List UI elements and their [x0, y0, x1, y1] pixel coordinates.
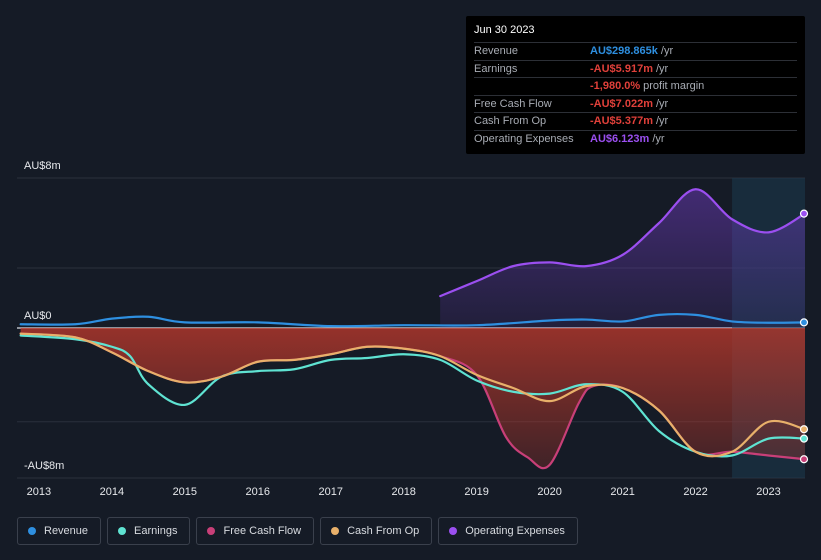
legend-label: Earnings — [134, 525, 178, 537]
tooltip-value: -AU$5.917m — [590, 62, 653, 75]
x-tick-label: 2021 — [610, 486, 634, 498]
x-tick-label: 2022 — [683, 486, 707, 498]
tooltip-unit: /yr — [652, 132, 665, 145]
x-tick-label: 2020 — [537, 486, 561, 498]
line-earnings — [19, 334, 807, 458]
tooltip-row: -1,980.0% profit margin — [474, 77, 797, 95]
tooltip-date: Jun 30 2023 — [474, 24, 535, 36]
x-tick-label: 2013 — [27, 486, 51, 498]
tooltip-unit: /yr — [655, 97, 669, 110]
end-marker-fcf — [799, 455, 809, 464]
end-marker-revenue — [799, 318, 809, 327]
legend-label: Cash From Op — [347, 525, 420, 537]
tooltip-label: Cash From Op — [474, 115, 547, 128]
line-opex — [439, 188, 807, 298]
tooltip-unit: /yr — [655, 115, 669, 128]
tooltip-value: -AU$5.377m — [590, 115, 653, 128]
legend: Revenue Earnings Free Cash Flow Cash From O… — [17, 517, 578, 545]
end-marker-cfo — [799, 425, 809, 434]
area-operating-expenses — [440, 189, 805, 328]
tooltip-row: Free Cash Flow -AU$7.022m/yr — [474, 94, 797, 113]
chart-areas — [20, 189, 806, 469]
tooltip-value: -AU$7.022m — [590, 97, 653, 110]
legend-item-opex[interactable]: Operating Expenses — [438, 517, 578, 545]
legend-item-revenue[interactable]: Revenue — [17, 517, 102, 545]
legend-item-cfo[interactable]: Cash From Op — [320, 517, 433, 545]
x-tick-label: 2016 — [246, 486, 270, 498]
line-cfo — [19, 332, 807, 458]
legend-dot-icon — [118, 527, 127, 535]
tooltip-value: AU$6.123m — [590, 132, 650, 145]
tooltip-row: Cash From Op -AU$5.377m/yr — [474, 112, 797, 130]
tooltip: Jun 30 2023 Revenue AU$298.865k/yr Earning… — [466, 16, 805, 154]
legend-dot-icon — [331, 527, 340, 535]
x-tick-label: 2017 — [318, 486, 342, 498]
y-label-bottom: -AU$8m — [24, 460, 65, 472]
legend-dot-icon — [449, 527, 458, 535]
chart: 2013 2014 2015 2016 2017 2018 2019 2020 2021 2022… — [17, 177, 809, 498]
chart-end-markers — [799, 209, 809, 464]
chart-lines — [19, 188, 807, 470]
tooltip-label: Earnings — [474, 62, 518, 75]
y-label-zero: AU$0 — [24, 310, 52, 322]
tooltip-value: AU$298.865k — [590, 45, 658, 58]
x-tick-label: 2019 — [464, 486, 488, 498]
y-label-top: AU$8m — [24, 160, 61, 172]
legend-label: Revenue — [44, 525, 89, 537]
legend-label: Free Cash Flow — [223, 525, 302, 537]
legend-item-earnings[interactable]: Earnings — [107, 517, 191, 545]
end-marker-earnings — [799, 434, 809, 443]
tooltip-value: -1,980.0% — [590, 80, 641, 93]
tooltip-label: Free Cash Flow — [474, 97, 552, 110]
tooltip-unit: /yr — [660, 45, 674, 58]
x-tick-label: 2014 — [100, 486, 124, 498]
legend-label: Operating Expenses — [465, 525, 565, 537]
legend-dot-icon — [207, 527, 216, 535]
area-free-cash-flow — [20, 328, 806, 469]
end-marker-opex — [799, 209, 809, 218]
legend-dot-icon — [28, 527, 36, 535]
tooltip-unit: profit margin — [643, 80, 705, 93]
legend-item-fcf[interactable]: Free Cash Flow — [196, 517, 315, 545]
tooltip-row: Revenue AU$298.865k/yr — [474, 42, 797, 60]
x-tick-label: 2023 — [756, 486, 780, 498]
tooltip-row: Earnings -AU$5.917m/yr — [474, 59, 797, 78]
tooltip-unit: /yr — [655, 62, 669, 75]
x-tick-label: 2015 — [173, 486, 197, 498]
tooltip-label: Operating Expenses — [474, 132, 574, 145]
line-revenue — [19, 312, 807, 328]
x-axis-ticks: 2013 2014 2015 2016 2017 2018 2019 2020 2021 2022… — [27, 486, 781, 498]
tooltip-label: Revenue — [474, 45, 519, 58]
x-tick-label: 2018 — [391, 486, 415, 498]
tooltip-row: Operating Expenses AU$6.123m/yr — [474, 129, 797, 148]
